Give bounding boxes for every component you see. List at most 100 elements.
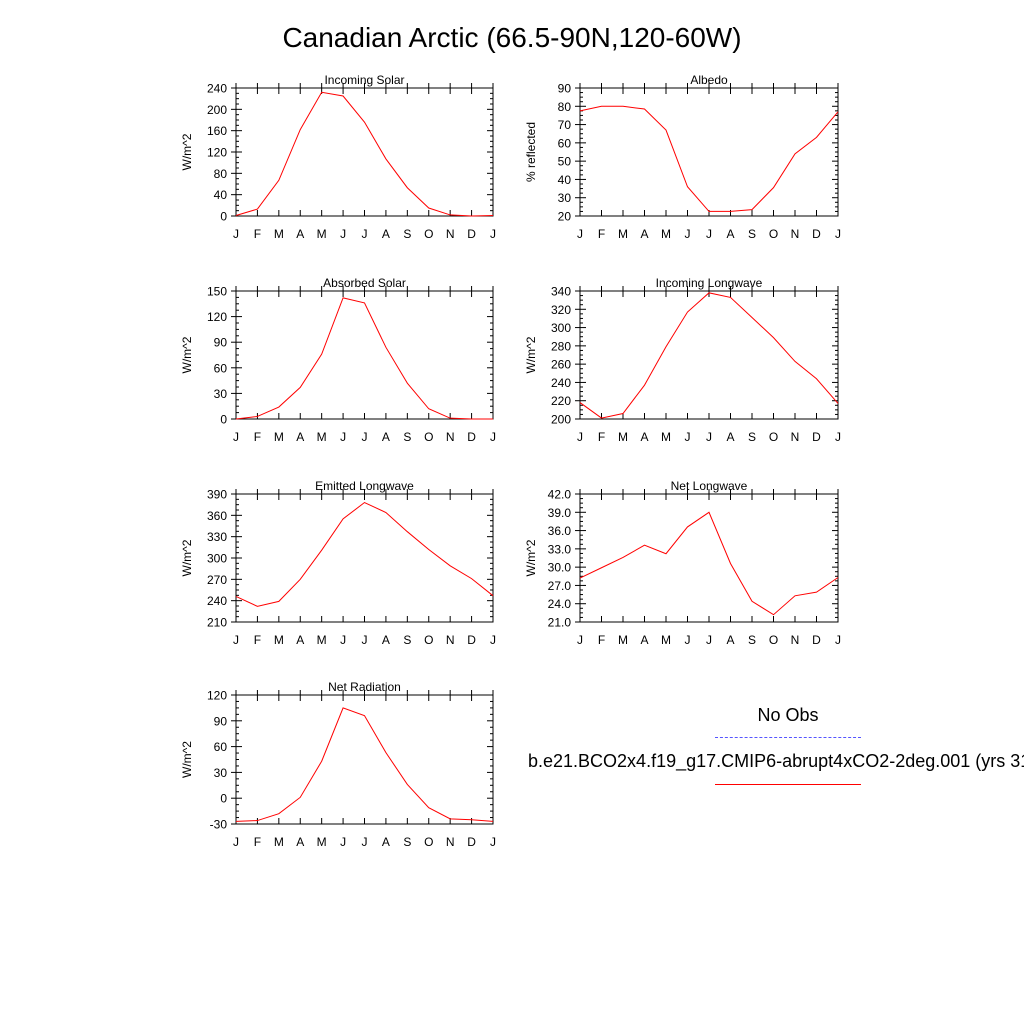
x-tick-label-j: J: [362, 227, 368, 241]
y-tick-label: 30: [214, 766, 228, 780]
series-line-model: [235, 707, 494, 822]
y-tick-label: 0: [220, 413, 227, 427]
x-tick-label-o: O: [769, 633, 778, 647]
series-line-model: [579, 292, 839, 419]
x-tick-label-j: J: [577, 227, 583, 241]
y-axis-label: W/m^2: [180, 741, 194, 778]
y-tick-label: 50: [558, 155, 572, 169]
x-tick-label-n: N: [791, 430, 800, 444]
x-tick-label-o: O: [424, 835, 433, 849]
x-tick-label-j: J: [233, 227, 239, 241]
y-tick-label: 30: [214, 387, 228, 401]
x-tick-label-m: M: [317, 835, 327, 849]
x-tick-label-s: S: [403, 633, 411, 647]
y-tick-label: 200: [207, 103, 227, 117]
x-tick-label-m: M: [274, 835, 284, 849]
legend-model-label: b.e21.BCO2x4.f19_g17.CMIP6-abrupt4xCO2-2…: [528, 751, 1024, 771]
x-tick-label-j: J: [340, 430, 346, 444]
x-tick-label-d: D: [812, 430, 821, 444]
x-tick-label-j: J: [490, 633, 496, 647]
series-line-model: [579, 511, 839, 616]
x-tick-label-s: S: [403, 430, 411, 444]
y-tick-label: 240: [207, 82, 227, 96]
plot-frame: [235, 87, 494, 217]
panel-title: Net Longwave: [671, 479, 748, 493]
x-tick-label-a: A: [296, 430, 304, 444]
legend-model-line: [715, 784, 861, 785]
y-tick-label: 280: [551, 339, 571, 353]
panel-incoming-longwave: Incoming Longwave W/m^2 200 220 240 260 280 300…: [524, 276, 841, 444]
plot-frame: [579, 87, 839, 217]
x-tick-label-n: N: [446, 835, 455, 849]
y-tick-label: 80: [558, 100, 572, 114]
y-tick-label: 210: [207, 616, 227, 630]
x-tick-label-j: J: [340, 633, 346, 647]
x-tick-label-a: A: [726, 633, 734, 647]
x-tick-label-f: F: [254, 633, 261, 647]
x-tick-label-a: A: [640, 227, 648, 241]
y-tick-label: 260: [551, 358, 571, 372]
y-tick-label: 120: [207, 689, 227, 703]
series-line-model: [235, 501, 494, 607]
x-tick-label-m: M: [274, 430, 284, 444]
x-tick-label-f: F: [598, 430, 605, 444]
x-tick-label-a: A: [382, 227, 390, 241]
x-tick-label-o: O: [769, 227, 778, 241]
x-tick-label-j: J: [490, 430, 496, 444]
panel-emitted-longwave: Emitted Longwave W/m^2 210 240 270 300 330 360 3…: [180, 479, 496, 647]
y-tick-label: 60: [214, 361, 228, 375]
x-tick-label-d: D: [467, 835, 476, 849]
legend-obs-line: [715, 737, 861, 738]
x-tick-label-m: M: [317, 633, 327, 647]
x-tick-label-d: D: [467, 430, 476, 444]
x-tick-label-f: F: [254, 227, 261, 241]
plot-frame: [235, 694, 494, 825]
y-tick-label: 36.0: [548, 524, 572, 538]
plot-frame: [235, 290, 494, 420]
x-tick-label-n: N: [791, 633, 800, 647]
x-tick-label-d: D: [467, 633, 476, 647]
x-tick-label-a: A: [296, 227, 304, 241]
x-tick-label-o: O: [424, 430, 433, 444]
x-tick-label-j: J: [490, 835, 496, 849]
y-tick-label: 40: [558, 173, 572, 187]
x-tick-label-f: F: [254, 430, 261, 444]
legend-obs-label: No Obs: [757, 705, 819, 725]
x-tick-label-j: J: [685, 227, 691, 241]
panel-title: Absorbed Solar: [323, 276, 406, 290]
panel-title: Net Radiation: [328, 680, 401, 694]
x-tick-label-a: A: [296, 835, 304, 849]
y-axis-label: W/m^2: [524, 539, 538, 576]
x-tick-label-o: O: [424, 227, 433, 241]
y-tick-label: 90: [214, 714, 228, 728]
x-tick-label-n: N: [446, 227, 455, 241]
x-tick-label-j: J: [835, 633, 841, 647]
panel-title: Albedo: [690, 73, 728, 87]
y-tick-label: 120: [207, 310, 227, 324]
y-tick-label: 70: [558, 118, 572, 132]
x-tick-label-j: J: [835, 227, 841, 241]
x-tick-label-j: J: [362, 633, 368, 647]
x-tick-label-a: A: [382, 633, 390, 647]
x-tick-label-n: N: [446, 633, 455, 647]
x-tick-label-j: J: [490, 227, 496, 241]
y-tick-label: 90: [558, 82, 572, 96]
y-axis-label: % reflected: [524, 122, 538, 182]
x-tick-label-s: S: [748, 227, 756, 241]
y-tick-label: 27.0: [548, 579, 572, 593]
y-tick-label: 120: [207, 146, 227, 160]
panel-title: Incoming Longwave: [656, 276, 763, 290]
y-tick-label: 330: [207, 530, 227, 544]
x-tick-label-m: M: [274, 227, 284, 241]
x-tick-label-d: D: [812, 227, 821, 241]
x-tick-label-n: N: [791, 227, 800, 241]
x-tick-label-m: M: [661, 227, 671, 241]
x-tick-label-s: S: [748, 430, 756, 444]
y-tick-label: 160: [207, 124, 227, 138]
y-tick-label: 40: [214, 188, 228, 202]
y-tick-label: 24.0: [548, 597, 572, 611]
x-tick-label-j: J: [233, 835, 239, 849]
